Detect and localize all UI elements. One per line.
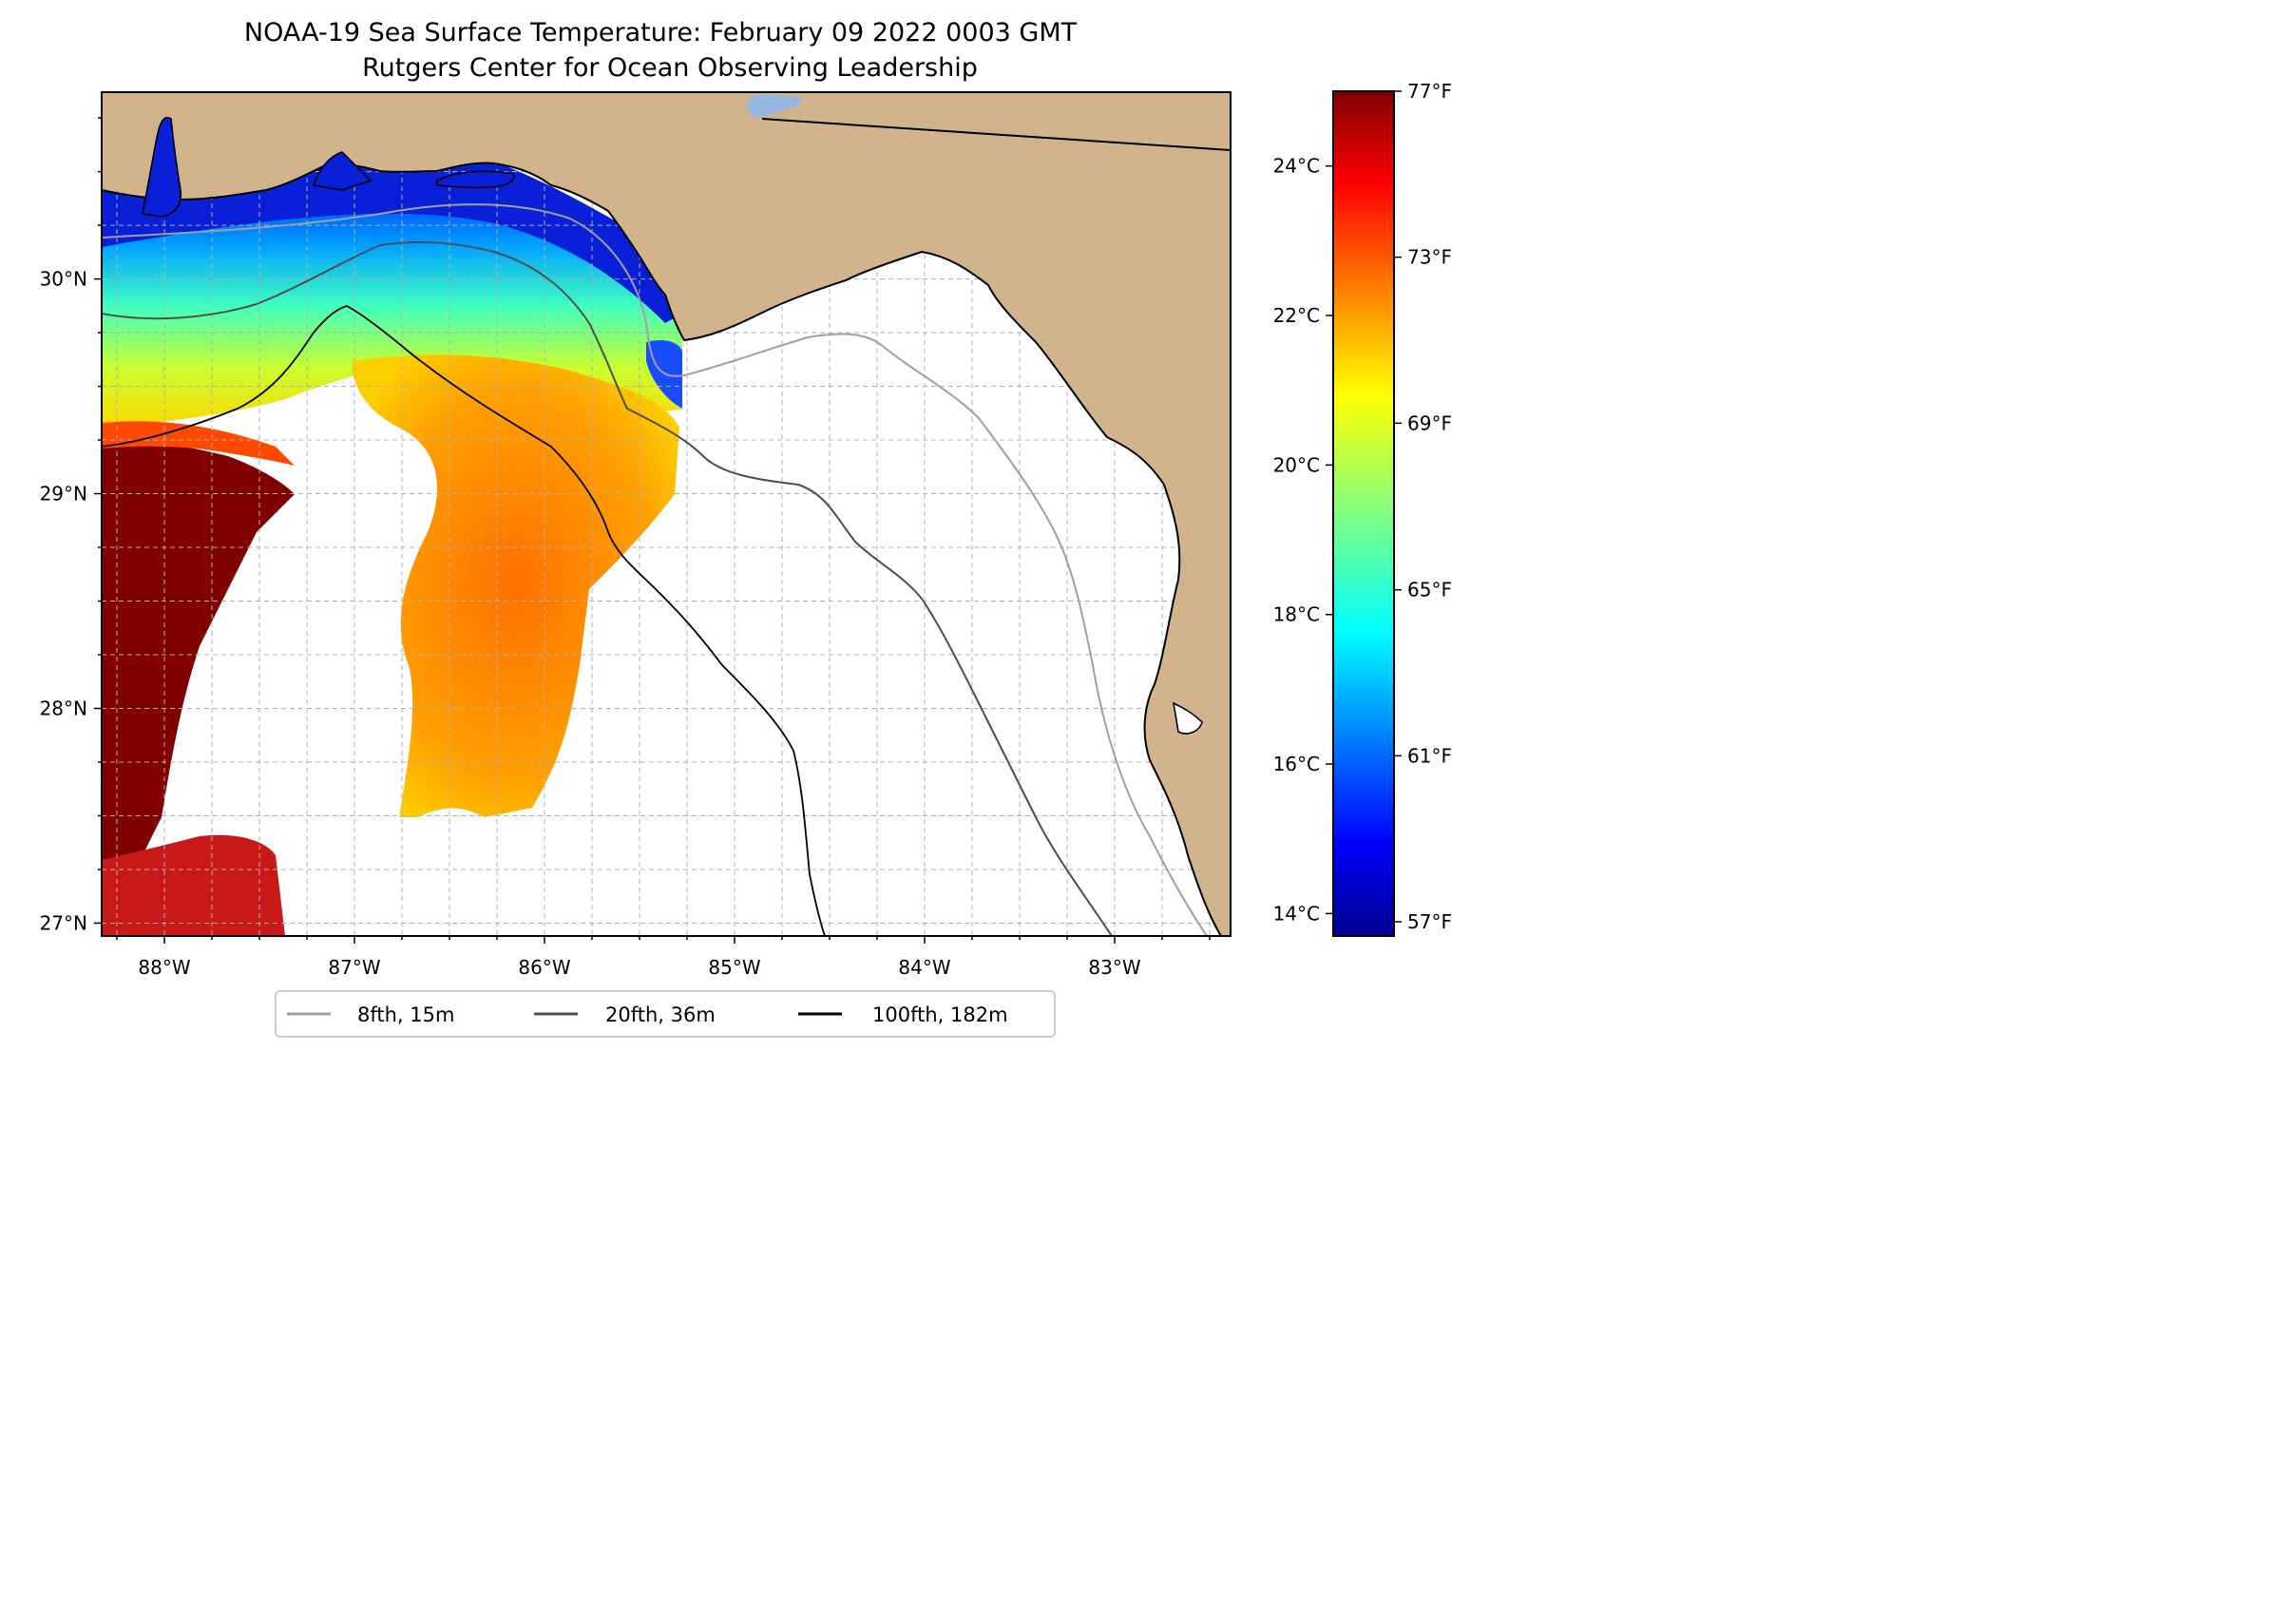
sst-nearshore-cold <box>102 156 682 323</box>
x-tick-label: 83°W <box>1088 956 1140 979</box>
isobath-100fth-182m <box>102 305 826 936</box>
land-masses <box>102 92 1231 936</box>
fahrenheit-tick-label: 69°F <box>1407 411 1452 434</box>
isobaths <box>102 203 1208 936</box>
celsius-tick-label: 22°C <box>1273 304 1320 327</box>
fahrenheit-tick-label: 77°F <box>1407 80 1452 103</box>
x-tick-label: 84°W <box>898 956 950 979</box>
sst-warm-west-edge <box>102 421 295 466</box>
celsius-tick-label: 20°C <box>1273 453 1320 476</box>
y-tick-label: 30°N <box>40 268 87 291</box>
bay-pensacola <box>312 151 372 191</box>
legend-label-100fth: 100fth, 182m <box>872 1003 1008 1026</box>
colorbar-fahrenheit-ticks: 57°F 61°F 65°F 69°F 73°F 77°F <box>1394 80 1452 933</box>
fahrenheit-tick-label: 73°F <box>1407 246 1452 269</box>
isobath-8fth-15m <box>102 203 1208 936</box>
chart-subtitle: Rutgers Center for Ocean Observing Leade… <box>362 53 978 83</box>
celsius-tick-label: 24°C <box>1273 155 1320 178</box>
x-tick-label: 88°W <box>138 956 190 979</box>
y-tick-label: 27°N <box>40 911 87 934</box>
longitude-axis: 88°W 87°W 86°W 85°W 84°W 83°W <box>116 936 1211 979</box>
sst-mottled-sw <box>102 834 285 936</box>
state-border <box>761 118 1231 151</box>
x-tick-label: 87°W <box>328 956 380 979</box>
x-tick-label: 85°W <box>708 956 760 979</box>
sst-field <box>102 156 683 936</box>
map-border <box>101 91 1232 937</box>
celsius-tick-label: 14°C <box>1273 902 1320 925</box>
x-tick-label: 86°W <box>518 956 570 979</box>
legend-box <box>275 990 1056 1038</box>
bay-tampa <box>1172 701 1203 735</box>
bay-choctawhatchee <box>436 170 515 189</box>
sst-warm-tongue <box>352 354 679 817</box>
celsius-tick-label: 16°C <box>1273 753 1320 775</box>
latitude-axis: 30°N 29°N 28°N 27°N <box>40 117 102 934</box>
y-tick-label: 28°N <box>40 697 87 719</box>
colorbar-gradient <box>1332 90 1395 937</box>
fahrenheit-tick-label: 65°F <box>1407 579 1452 602</box>
legend-label-8fth: 8fth, 15m <box>357 1003 454 1026</box>
chart-title: NOAA-19 Sea Surface Temperature: Februar… <box>244 18 1078 48</box>
isobath-legend: 8fth, 15m 20fth, 36m 100fth, 182m <box>275 990 1056 1038</box>
fahrenheit-tick-label: 61°F <box>1407 744 1452 767</box>
land-north <box>102 92 1231 936</box>
lake <box>746 93 803 118</box>
colorbar: 14°C 16°C 18°C 20°C 22°C 24°C 57°F 61°F 65°F 69°… <box>1273 80 1452 937</box>
bay-mobile <box>142 117 182 218</box>
map-panel <box>102 92 1231 936</box>
legend-label-20fth: 20fth, 36m <box>605 1003 716 1026</box>
colorbar-celsius-ticks: 14°C 16°C 18°C 20°C 22°C 24°C <box>1273 155 1333 925</box>
sst-cool-east <box>646 340 682 409</box>
isobath-20fth-36m <box>102 240 1113 936</box>
y-tick-label: 29°N <box>40 483 87 506</box>
sst-warm-west <box>102 442 295 898</box>
sst-figure: NOAA-19 Sea Surface Temperature: Februar… <box>40 18 1452 1038</box>
celsius-tick-label: 18°C <box>1273 603 1320 626</box>
fahrenheit-tick-label: 57°F <box>1407 910 1452 933</box>
